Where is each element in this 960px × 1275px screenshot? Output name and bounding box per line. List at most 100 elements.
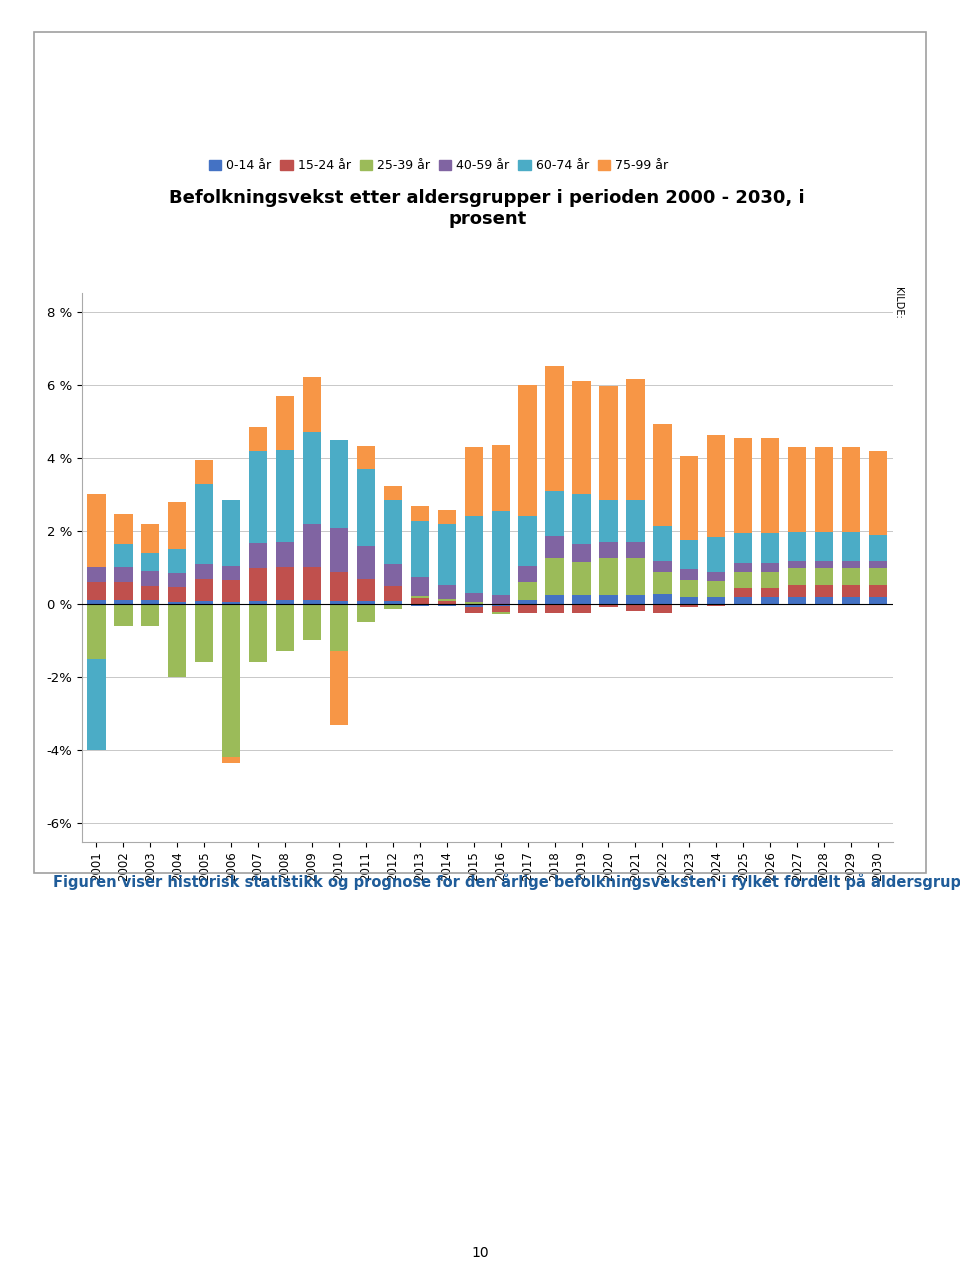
Bar [87, 495, 106, 567]
Bar [302, 524, 322, 567]
Text: KILDE:: KILDE: [893, 287, 902, 319]
Bar [222, 602, 240, 604]
Bar [249, 451, 267, 543]
Bar [357, 579, 375, 601]
Bar [141, 571, 159, 585]
Bar [222, 580, 240, 602]
Bar [249, 604, 267, 663]
Bar [842, 532, 860, 561]
Bar [788, 561, 806, 569]
Bar [302, 601, 322, 604]
Bar [222, 500, 240, 566]
Bar [411, 598, 429, 604]
Bar [599, 386, 617, 500]
Bar [545, 604, 564, 613]
Bar [168, 604, 186, 677]
Bar [249, 601, 267, 604]
Bar [599, 542, 617, 558]
Bar [357, 469, 375, 546]
Bar [465, 604, 483, 607]
Bar [276, 601, 294, 604]
Bar [222, 604, 240, 757]
Bar [626, 594, 644, 604]
Bar [302, 604, 322, 640]
Bar [114, 543, 132, 567]
Bar [465, 593, 483, 602]
Bar [357, 546, 375, 579]
Bar [761, 588, 780, 598]
Bar [681, 604, 699, 607]
Bar [114, 601, 132, 604]
Bar [626, 604, 644, 611]
Bar [653, 594, 672, 604]
Bar [681, 456, 699, 541]
Bar [788, 532, 806, 561]
Bar [681, 580, 699, 597]
Bar [411, 578, 429, 595]
Bar [572, 381, 590, 495]
Bar [788, 448, 806, 532]
Bar [545, 366, 564, 491]
Bar [195, 460, 213, 484]
Bar [842, 598, 860, 604]
Bar [330, 604, 348, 652]
Bar [492, 604, 510, 606]
Bar [545, 491, 564, 537]
Bar [465, 446, 483, 516]
Bar [302, 567, 322, 601]
Bar [168, 588, 186, 602]
Bar [518, 566, 537, 581]
Bar [842, 448, 860, 532]
Bar [708, 571, 726, 581]
Bar [357, 604, 375, 622]
Bar [114, 581, 132, 601]
Bar [518, 516, 537, 566]
Bar [653, 561, 672, 571]
Bar [761, 598, 780, 604]
Bar [276, 604, 294, 652]
Bar [276, 450, 294, 542]
Bar [681, 541, 699, 569]
Bar [734, 571, 753, 588]
Bar [357, 446, 375, 469]
Bar [87, 604, 106, 659]
Bar [492, 445, 510, 511]
Bar [545, 594, 564, 604]
Bar [734, 598, 753, 604]
Legend: 0-14 år, 15-24 år, 25-39 år, 40-59 år, 60-74 år, 75-99 år: 0-14 år, 15-24 år, 25-39 år, 40-59 år, 6… [204, 154, 673, 177]
Bar [815, 448, 833, 532]
Bar [384, 601, 402, 604]
Bar [708, 604, 726, 606]
Bar [869, 561, 887, 569]
Bar [249, 427, 267, 451]
Bar [384, 486, 402, 501]
Bar [411, 520, 429, 578]
Bar [626, 542, 644, 558]
Bar [492, 606, 510, 612]
Bar [384, 501, 402, 565]
Bar [222, 757, 240, 762]
Bar [761, 439, 780, 533]
Bar [249, 569, 267, 601]
Bar [411, 595, 429, 598]
Bar [842, 569, 860, 584]
Bar [869, 584, 887, 598]
Bar [815, 532, 833, 561]
Bar [87, 581, 106, 601]
Bar [788, 598, 806, 604]
Bar [438, 599, 456, 601]
Bar [302, 432, 322, 524]
Bar [626, 500, 644, 542]
Bar [384, 565, 402, 587]
Bar [518, 604, 537, 613]
Bar [357, 601, 375, 604]
Bar [545, 558, 564, 594]
Bar [681, 569, 699, 580]
Bar [438, 601, 456, 604]
Bar [572, 594, 590, 604]
Bar [599, 558, 617, 594]
Bar [815, 598, 833, 604]
Bar [438, 524, 456, 584]
Bar [599, 594, 617, 604]
Bar [411, 506, 429, 520]
